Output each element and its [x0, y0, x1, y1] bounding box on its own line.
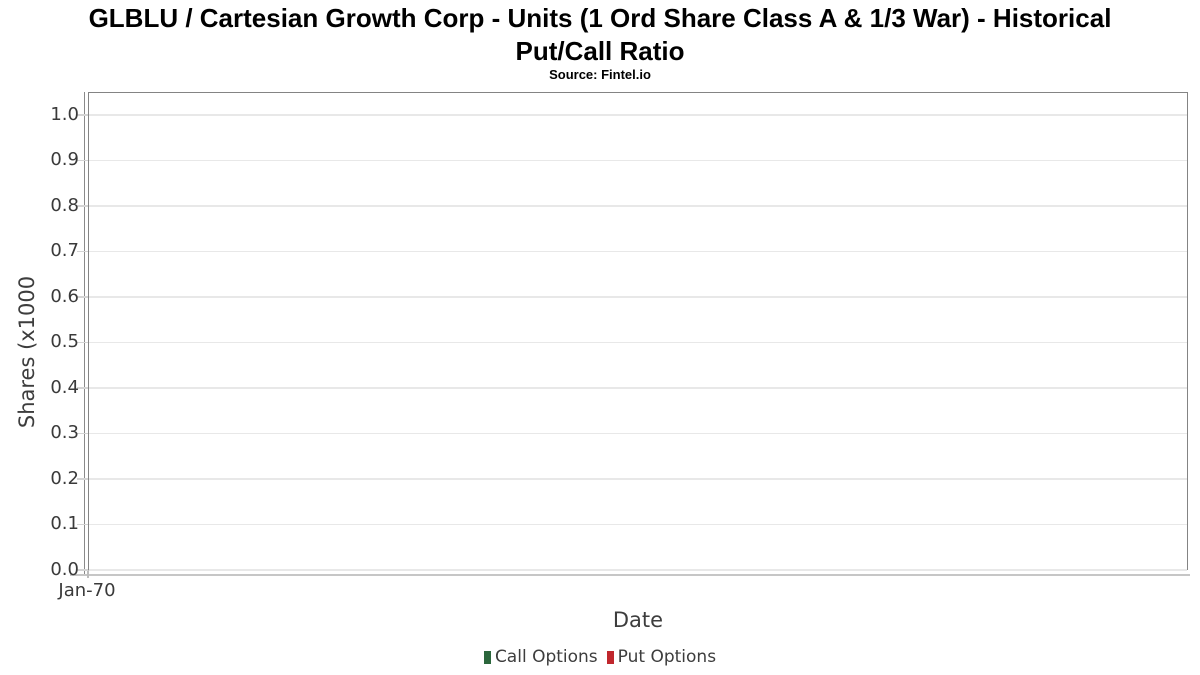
gridline-y-0.0 [89, 569, 1187, 571]
y-axis-title: Shares (x1000 [15, 275, 39, 429]
y-tick-mark-0.1 [77, 523, 88, 526]
y-tick-mark-0.9 [77, 159, 88, 162]
y-tick-label-0.1: 0.1 [50, 513, 79, 535]
y-tick-label-0.8: 0.8 [50, 194, 79, 216]
y-tick-mark-1.0 [77, 114, 88, 116]
y-tick-label-0.2: 0.2 [50, 467, 79, 489]
x-axis-line [70, 573, 1190, 576]
plot-area [88, 92, 1188, 570]
gridline-y-0.6 [89, 296, 1187, 298]
y-tick-label-0.4: 0.4 [50, 376, 79, 398]
legend-marker-icon [606, 650, 614, 664]
gridline-y-1.0 [89, 114, 1187, 116]
gridline-y-0.1 [89, 523, 1187, 526]
chart-legend: Call Options Put Options [0, 647, 1200, 667]
y-tick-mark-0.2 [77, 478, 88, 480]
x-axis-tick-jan-70 [87, 570, 89, 578]
y-tick-label-0.5: 0.5 [50, 331, 79, 353]
y-tick-label-0.3: 0.3 [50, 422, 79, 444]
x-axis-title: Date [612, 608, 664, 632]
chart-title-line-1: GLBLU / Cartesian Growth Corp - Units (1… [88, 3, 1112, 33]
gridline-y-0.2 [89, 478, 1187, 480]
gridline-y-0.3 [89, 432, 1187, 435]
x-tick-label-jan-70: Jan-70 [58, 580, 116, 601]
gridline-y-0.8 [89, 205, 1187, 207]
legend-item-put-options: Put Options [606, 647, 717, 667]
y-tick-mark-0.5 [77, 341, 88, 344]
gridline-y-0.7 [89, 250, 1187, 253]
y-tick-label-1.0: 1.0 [50, 103, 79, 125]
y-tick-mark-0.7 [77, 250, 88, 253]
y-tick-label-0.9: 0.9 [50, 149, 79, 171]
y-tick-mark-0.4 [77, 387, 88, 389]
y-tick-mark-0.8 [77, 205, 88, 207]
y-tick-label-0.6: 0.6 [50, 285, 79, 307]
gridline-y-0.5 [89, 341, 1187, 344]
legend-marker-icon [483, 650, 491, 664]
chart-title-line-2: Put/Call Ratio [515, 36, 685, 66]
y-axis-line [83, 92, 85, 574]
y-tick-label-0.7: 0.7 [50, 240, 79, 262]
y-tick-mark-0.3 [77, 432, 88, 435]
legend-item-call-options: Call Options [483, 647, 598, 667]
legend-label: Call Options [494, 647, 598, 667]
chart-source-subtitle: Source: Fintel.io [549, 67, 651, 82]
y-tick-mark-0.0 [77, 569, 88, 571]
y-tick-label-0.0: 0.0 [50, 559, 79, 580]
legend-label: Put Options [617, 647, 717, 667]
gridline-y-0.9 [89, 159, 1187, 162]
gridline-y-0.4 [89, 387, 1187, 389]
y-tick-mark-0.6 [77, 296, 88, 298]
